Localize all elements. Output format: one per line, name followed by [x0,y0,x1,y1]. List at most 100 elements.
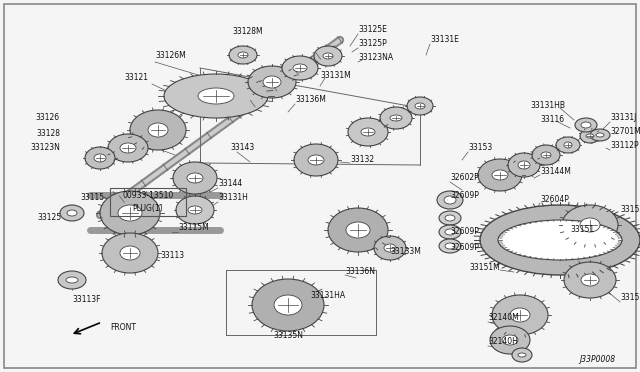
Text: 33131HB: 33131HB [530,100,565,109]
Text: 33128M: 33128M [233,28,263,36]
Ellipse shape [437,191,463,209]
Text: 33131M: 33131M [320,71,351,80]
Ellipse shape [293,64,307,72]
Ellipse shape [248,66,296,98]
Ellipse shape [492,170,508,180]
Ellipse shape [314,46,342,66]
Text: 32701M: 32701M [610,128,640,137]
Ellipse shape [238,52,248,58]
Text: 33144M: 33144M [540,167,571,176]
Ellipse shape [130,110,186,150]
Text: 33144: 33144 [218,180,243,189]
Text: 33152: 33152 [620,205,640,215]
Text: 32604P: 32604P [540,196,569,205]
Ellipse shape [532,145,560,165]
Ellipse shape [541,152,551,158]
Text: 33126M: 33126M [155,51,186,60]
Ellipse shape [120,143,136,153]
Ellipse shape [85,147,115,169]
Ellipse shape [445,215,455,221]
Ellipse shape [444,196,456,204]
Ellipse shape [512,348,532,362]
Ellipse shape [229,46,257,64]
Ellipse shape [274,295,302,315]
Ellipse shape [492,295,548,335]
Ellipse shape [562,205,618,245]
Ellipse shape [187,173,203,183]
Ellipse shape [581,274,599,286]
Ellipse shape [502,335,518,345]
Ellipse shape [67,210,77,216]
Ellipse shape [323,53,333,59]
Text: FRONT: FRONT [110,324,136,333]
Ellipse shape [108,134,148,162]
Ellipse shape [94,154,106,162]
Ellipse shape [102,233,158,273]
Ellipse shape [173,162,217,194]
Text: 32609P: 32609P [450,192,479,201]
Ellipse shape [66,277,78,283]
Ellipse shape [445,243,455,249]
Ellipse shape [346,222,370,238]
Text: 33151M: 33151M [469,263,500,273]
Text: 33125E: 33125E [358,26,387,35]
Ellipse shape [590,129,610,141]
Text: 32609P: 32609P [450,244,479,253]
Ellipse shape [564,262,616,298]
Ellipse shape [188,206,202,214]
Ellipse shape [58,271,86,289]
Text: 33123N: 33123N [30,144,60,153]
Ellipse shape [294,144,338,176]
Ellipse shape [263,76,281,88]
Ellipse shape [198,88,234,104]
Ellipse shape [282,56,318,80]
Text: 33152: 33152 [620,294,640,302]
Text: 33133M: 33133M [390,247,421,257]
Ellipse shape [148,123,168,137]
Ellipse shape [384,244,396,252]
Ellipse shape [518,353,526,357]
Ellipse shape [380,107,412,129]
Ellipse shape [580,218,600,232]
Ellipse shape [596,133,604,137]
Text: 32602P: 32602P [450,173,479,183]
Ellipse shape [498,220,622,260]
Text: 33112P: 33112P [610,141,639,151]
Ellipse shape [518,161,530,169]
Ellipse shape [581,122,591,128]
Ellipse shape [556,137,580,153]
Text: 33115: 33115 [81,193,105,202]
Text: 33123NA: 33123NA [358,54,393,62]
Text: 33126: 33126 [36,113,60,122]
Ellipse shape [580,129,600,143]
Ellipse shape [252,279,324,331]
Ellipse shape [100,191,160,235]
Ellipse shape [407,97,433,115]
Text: 33151: 33151 [571,225,595,234]
Ellipse shape [118,205,142,221]
Text: J33P0008: J33P0008 [579,356,615,365]
Text: 33153: 33153 [468,144,492,153]
Ellipse shape [60,205,84,221]
Ellipse shape [439,225,461,239]
Ellipse shape [508,153,540,177]
Ellipse shape [575,118,597,132]
Ellipse shape [439,211,461,225]
Text: 33132: 33132 [350,155,374,164]
Text: 33131H: 33131H [218,193,248,202]
Text: 33131J: 33131J [610,113,636,122]
Ellipse shape [564,142,572,148]
Ellipse shape [390,115,402,121]
Text: 33128: 33128 [36,128,60,138]
Ellipse shape [478,159,522,191]
Text: 33113: 33113 [160,250,184,260]
Text: 00933-13510: 00933-13510 [122,192,173,201]
Ellipse shape [328,208,388,252]
Text: 33125P: 33125P [358,39,387,48]
Text: 33131HA: 33131HA [310,291,345,299]
Text: 32140H: 32140H [488,337,518,346]
Text: 33121: 33121 [124,74,148,83]
Text: 33113F: 33113F [72,295,100,305]
Ellipse shape [480,205,640,275]
Ellipse shape [445,229,455,235]
